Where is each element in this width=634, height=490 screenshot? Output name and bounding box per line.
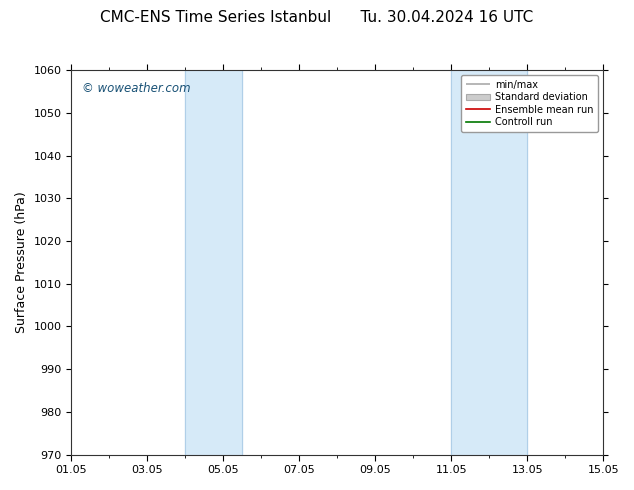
Y-axis label: Surface Pressure (hPa): Surface Pressure (hPa) bbox=[15, 192, 28, 333]
Legend: min/max, Standard deviation, Ensemble mean run, Controll run: min/max, Standard deviation, Ensemble me… bbox=[461, 75, 598, 132]
Text: © woweather.com: © woweather.com bbox=[82, 82, 191, 95]
Bar bbox=[185, 70, 242, 455]
Text: CMC-ENS Time Series Istanbul      Tu. 30.04.2024 16 UTC: CMC-ENS Time Series Istanbul Tu. 30.04.2… bbox=[100, 10, 534, 25]
Bar bbox=[451, 70, 527, 455]
